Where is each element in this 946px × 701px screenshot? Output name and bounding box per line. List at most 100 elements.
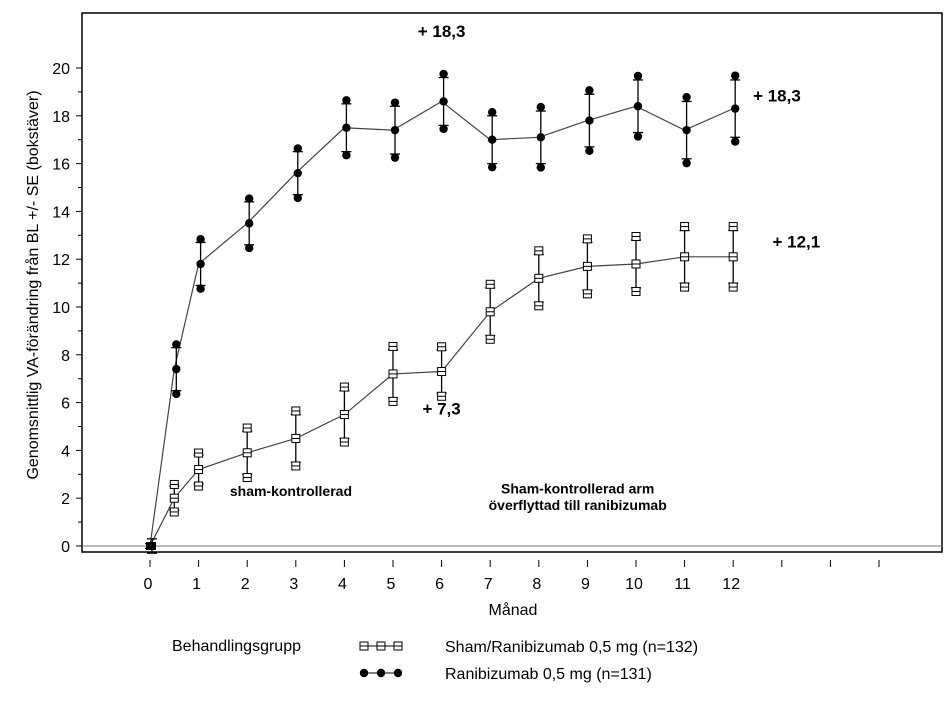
circle-marker [390,153,400,162]
circle-marker [390,98,400,107]
square-marker [194,465,204,475]
legend-label: Sham/Ranibizumab 0,5 mg (n=132) [445,639,698,656]
series-line [149,256,734,547]
square-marker [169,479,179,489]
y-tick-label: 0 [61,539,70,556]
square-marker [680,222,690,232]
square-marker [242,423,252,433]
annotation: + 12,1 [773,232,821,251]
square-marker [437,367,447,377]
circle-marker [196,259,205,269]
square-marker [485,334,495,344]
square-marker [680,282,690,292]
series-line [149,100,734,547]
square-marker [437,342,447,352]
square-marker [359,641,369,651]
y-tick-label: 18 [52,109,70,126]
square-marker [393,641,403,651]
annotation: sham-kontrollerad [230,483,352,499]
square-marker [728,252,738,262]
circle-marker [439,124,448,134]
circle-marker [390,125,400,135]
circle-marker [682,92,691,102]
circle-marker [342,123,351,132]
legend-title: Behandlingsgrupp [172,638,301,655]
square-marker [631,259,641,269]
x-tick-label: 12 [722,576,740,593]
circle-marker [245,194,254,203]
circle-marker [633,102,643,111]
y-tick-label: 4 [61,443,70,460]
circle-marker [488,108,497,117]
circle-marker [585,146,594,156]
x-tick-label: 1 [192,576,201,593]
y-tick-label: 16 [52,157,70,174]
x-tick-label: 6 [435,576,444,593]
y-tick-label: 12 [52,252,70,269]
legend-label: Ranibizumab 0,5 mg (n=131) [445,666,652,683]
series-sham [145,222,739,550]
baseline-marker [148,542,156,550]
circle-marker [293,144,302,153]
square-marker [631,286,641,296]
circle-marker [731,137,740,146]
circle-marker [731,71,740,80]
square-marker [169,493,179,503]
x-tick-label: 4 [338,576,347,593]
square-marker [728,282,738,292]
x-tick-label: 0 [144,576,153,593]
square-marker [680,252,690,262]
square-marker [388,396,398,406]
circle-marker [172,389,181,399]
circle-marker [633,71,643,81]
x-tick-label: 11 [674,576,691,593]
square-marker [437,391,447,401]
y-tick-label: 20 [52,61,70,78]
square-marker [242,473,252,483]
circle-marker [342,96,351,105]
circle-marker [439,69,448,79]
square-marker [485,307,495,317]
square-marker [534,246,544,256]
annotation: Sham-kontrollerad arm [501,480,654,496]
y-tick-label: 8 [61,348,70,365]
square-marker [388,369,398,379]
circle-marker [342,151,351,160]
annotation: + 18,3 [418,22,466,41]
circle-marker [488,162,497,172]
square-marker [534,301,544,311]
circle-marker [245,243,254,253]
circle-marker [585,86,594,95]
square-marker [339,437,349,447]
circle-marker [536,163,545,172]
circle-marker [196,235,205,244]
square-marker [194,448,204,458]
circle-marker [488,135,497,144]
y-tick-label: 2 [61,491,70,508]
square-marker [291,406,301,416]
y-tick-label: 10 [52,300,70,317]
square-marker [388,341,398,351]
annotation: + 7,3 [422,400,460,419]
x-tick-label: 9 [581,576,590,593]
circle-marker [376,668,386,678]
square-marker [242,448,252,458]
circle-marker [293,193,302,203]
square-marker [339,382,349,392]
series-ranibizumab [147,69,741,554]
square-marker [291,461,301,471]
plot-frame [81,12,943,553]
x-tick-label: 7 [484,576,493,593]
square-marker [291,433,301,443]
x-tick-label: 8 [532,576,541,593]
x-axis-label: Månad [489,601,538,619]
x-tick-label: 2 [241,576,250,593]
square-marker [582,289,592,299]
square-marker [631,231,641,241]
square-marker [582,261,592,271]
y-tick-label: 6 [61,396,70,413]
square-marker [376,641,386,651]
circle-marker [293,168,302,178]
square-marker [169,507,179,517]
